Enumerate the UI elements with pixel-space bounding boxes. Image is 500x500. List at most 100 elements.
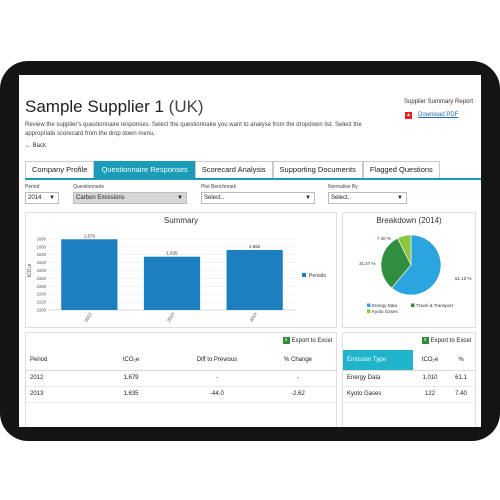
summary-panel: Summary tCO₂e 1500 1520 1540 1560 1580 1600 162… [25,212,337,328]
tab-company-profile[interactable]: Company Profile [25,161,95,178]
emission-table: Emission Type tCO₂e % Energy Data 1,010 … [343,350,475,403]
slice-data-label: 61.12 % [455,276,472,281]
benchmark-label: Plot Benchmark [201,184,237,190]
legend-swatch [302,273,306,277]
pie-slice [391,234,442,296]
report-title: Supplier Summary Report [404,99,474,105]
excel-icon: x [421,337,429,344]
column-header: % Change [260,350,336,371]
slice-data-label: 7.40 % [377,236,391,241]
back-button[interactable]: ← Back [25,143,46,149]
legend-label: Periods [309,273,326,279]
breakdown-title: Breakdown (2014) [376,216,442,225]
legend-swatch [367,303,371,307]
table-header-row: Period tCO₂e Diff to Previous % Change [26,350,336,371]
normalise-label: Normalise By [328,184,358,190]
supplier-country: (UK) [168,97,204,116]
x-tick-label: 2013 [166,311,176,323]
y-tick-label: 1560 [37,284,47,289]
table-row: 2012 1,679 - - [26,370,336,387]
table-cell: 2012 [26,370,88,387]
table-cell: - [174,370,260,387]
legend-label: Kyoto Gases [372,309,399,314]
table-cell: -44.0 [174,386,260,403]
chevron-down-icon: ▼ [397,195,403,201]
period-select[interactable]: 2014 ▼ [25,192,59,204]
column-header: tCO₂e [88,350,174,371]
periods-table: Period tCO₂e Diff to Previous % Change 2… [26,350,336,403]
table-cell: Kyoto Gases [343,386,413,403]
page-description: Review the supplier's questionnaire resp… [25,122,362,137]
bar-data-label: 1,652 [249,244,261,249]
pie-slice [397,234,412,266]
period-label: Period [25,184,40,190]
table-row: Kyoto Gases 122 7.40 [343,386,475,403]
table-cell: 7.40 [447,386,475,403]
tab-bar: Company Profile Questionnaire Responses … [25,161,440,178]
questionnaire-label: Questionnaire [73,184,105,190]
table-cell: Energy Data [343,370,413,387]
download-pdf-link[interactable]: Download PDF [418,112,459,118]
emission-table-panel: x Export to Excel Emission Type tCO₂e % E… [342,332,476,427]
questionnaire-select[interactable]: Carbon Emissions ▼ [73,192,187,204]
app-screen: Sample Supplier 1 (UK) Review the suppli… [19,75,481,427]
export-label: Export to Excel [291,338,332,345]
table-header-row: Emission Type tCO₂e % [343,350,475,371]
table-row: Energy Data 1,010 61.1 [343,370,475,387]
pdf-icon[interactable]: ▲ [405,112,412,119]
benchmark-value: Select.. [204,195,225,201]
chevron-down-icon: ▼ [177,195,183,201]
column-header: % [447,350,475,371]
column-header: Diff to Previous [174,350,260,371]
summary-bar-chart: tCO₂e 1500 1520 1540 1560 1580 1600 1620 1640 166… [27,233,326,323]
y-tick-label: 1580 [37,276,47,281]
bar-data-label: 1,679 [84,233,96,238]
y-tick-label: 1520 [37,300,47,305]
column-header: tCO₂e [413,350,447,371]
tab-scorecard-analysis[interactable]: Scorecard Analysis [194,161,273,178]
export-excel-button[interactable]: x Export to Excel [421,337,471,345]
back-label: Back [32,143,47,149]
chevron-down-icon: ▼ [49,195,55,201]
y-tick-label: 1640 [37,252,47,257]
legend-swatch [411,303,415,307]
benchmark-select[interactable]: Select.. ▼ [201,192,315,204]
table-cell: 122 [413,386,447,403]
y-tick-label: 1660 [37,244,47,249]
normalise-select[interactable]: Select.. ▼ [328,192,407,204]
tab-supporting-documents[interactable]: Supporting Documents [272,161,363,178]
table-cell: - [260,370,336,387]
y-tick-label: 1500 [37,308,47,313]
table-cell: 1,635 [88,386,174,403]
breakdown-panel: Breakdown (2014) 61.12 % 31.47 % 7.40 % Ene… [342,212,476,328]
bar [226,249,283,310]
legend-label: Travel & Transport [416,303,454,308]
excel-icon: x [282,337,290,344]
chevron-down-icon: ▼ [305,195,311,201]
x-tick-label: 2012 [83,311,93,323]
column-header: Period [26,350,88,371]
questionnaire-value: Carbon Emissions [76,195,125,201]
column-header: Emission Type [343,350,413,371]
x-tick-label: 2014 [249,311,259,323]
y-axis-label: tCO₂e [27,263,33,277]
export-label: Export to Excel [430,338,471,345]
table-cell: -2.62 [260,386,336,403]
back-arrow-icon: ← [25,143,31,149]
legend-swatch [367,309,371,313]
bar-data-label: 1,635 [166,251,178,256]
bar [61,239,118,310]
export-excel-button[interactable]: x Export to Excel [282,337,332,345]
tab-flagged-questions[interactable]: Flagged Questions [362,161,440,178]
normalise-value: Select.. [331,195,352,201]
periods-table-panel: x Export to Excel Period tCO₂e Diff to Pr… [25,332,337,427]
y-tick-label: 1680 [37,236,47,241]
tab-questionnaire-responses[interactable]: Questionnaire Responses [94,161,195,178]
table-cell: 61.1 [447,370,475,387]
page-title: Sample Supplier 1 (UK) [25,97,204,117]
period-value: 2014 [28,195,42,201]
table-row: 2013 1,635 -44.0 -2.62 [26,386,336,403]
table-cell: 1,010 [413,370,447,387]
legend-label: Energy Data [372,303,398,308]
y-tick-label: 1540 [37,292,47,297]
